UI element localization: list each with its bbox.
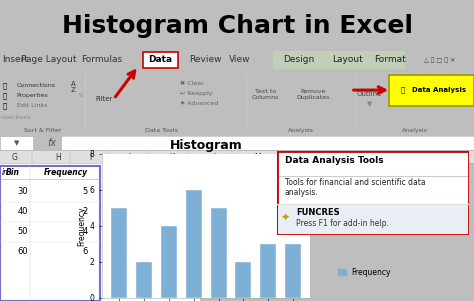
Text: Analysis: Analysis [288,128,314,133]
Text: Sort & Filter: Sort & Filter [24,128,61,133]
Text: H: H [55,153,61,162]
FancyBboxPatch shape [389,75,474,106]
Text: Bin: Bin [6,168,20,177]
Bar [285,244,301,298]
Text: 🔗: 🔗 [2,102,7,109]
Text: Press F1 for add-in help.: Press F1 for add-in help. [296,219,389,228]
Text: fx: fx [47,138,56,148]
Text: 30: 30 [18,187,28,196]
Text: 6: 6 [82,247,88,256]
Text: S: S [78,93,82,98]
Text: Text to
Columns: Text to Columns [252,89,279,100]
Text: K: K [170,153,174,162]
Text: J: J [129,153,131,162]
Text: Connections: Connections [17,83,55,88]
Bar [161,226,177,298]
Bar [0,150,474,163]
Bar [235,262,251,298]
Text: Remove
Duplicates: Remove Duplicates [296,89,329,100]
Bar [186,190,202,298]
Text: Properties: Properties [17,93,48,98]
FancyBboxPatch shape [277,150,469,235]
Bar [0,136,33,150]
Text: 60: 60 [18,247,28,256]
Text: Design: Design [283,55,315,64]
Text: Review: Review [189,55,221,64]
Text: 4: 4 [83,227,88,236]
Legend: Frequency: Frequency [335,265,394,280]
Text: Data Analysis Tools: Data Analysis Tools [285,156,383,165]
Text: A: A [71,81,76,87]
Text: I: I [89,153,91,162]
Title: Histogram: Histogram [170,139,243,152]
Text: ✦: ✦ [280,213,290,223]
Text: Tools for financial and scientific data
analysis.: Tools for financial and scientific data … [285,178,426,197]
Text: 40: 40 [18,207,28,216]
Text: Formulas: Formulas [82,55,123,64]
Text: 5: 5 [83,187,88,196]
Text: Layout: Layout [332,55,363,64]
Text: Histogram Chart in Excel: Histogram Chart in Excel [62,14,412,38]
Text: Filter: Filter [96,96,113,102]
Text: M: M [255,153,261,162]
Text: ✖ Clear: ✖ Clear [180,81,204,86]
Text: ↩ Reapply: ↩ Reapply [180,91,213,96]
Text: View: View [229,55,251,64]
Y-axis label: Frequency: Frequency [78,206,87,246]
Bar [278,205,468,234]
Text: 📊: 📊 [401,87,405,93]
Bar [136,262,152,298]
FancyBboxPatch shape [143,52,178,68]
Text: L: L [213,153,217,162]
Text: Z: Z [71,87,76,93]
Bar [0,163,200,301]
Text: Data Tools: Data Tools [145,128,178,133]
Text: FUNCRES: FUNCRES [296,207,340,216]
Text: Data Analysis: Data Analysis [412,87,466,93]
Bar [111,208,128,298]
Text: 50: 50 [18,227,28,236]
Text: 📋: 📋 [2,92,7,99]
Text: G: G [12,153,18,162]
Text: Outline: Outline [357,92,383,98]
Text: Format: Format [374,55,406,64]
Text: in: in [2,168,9,177]
Text: Analysis: Analysis [402,128,428,133]
Text: Page Layout: Page Layout [21,55,77,64]
Text: 2: 2 [83,207,88,216]
Text: nnections: nnections [0,115,31,120]
Text: ▼: ▼ [14,140,19,146]
Bar [260,244,276,298]
Text: ✦ Advanced: ✦ Advanced [180,101,219,106]
Text: Insert: Insert [2,55,28,64]
Text: Frequency: Frequency [44,168,88,177]
Text: △ ❓ □ 🖨 ✕: △ ❓ □ 🖨 ✕ [424,57,456,63]
Bar [62,136,474,150]
Text: 🔗: 🔗 [2,82,7,89]
Text: Data: Data [148,55,172,64]
Bar [273,51,405,69]
Bar [210,208,227,298]
Bar [0,166,100,301]
Text: ▼: ▼ [367,101,373,107]
Text: Edit Links: Edit Links [17,103,47,108]
